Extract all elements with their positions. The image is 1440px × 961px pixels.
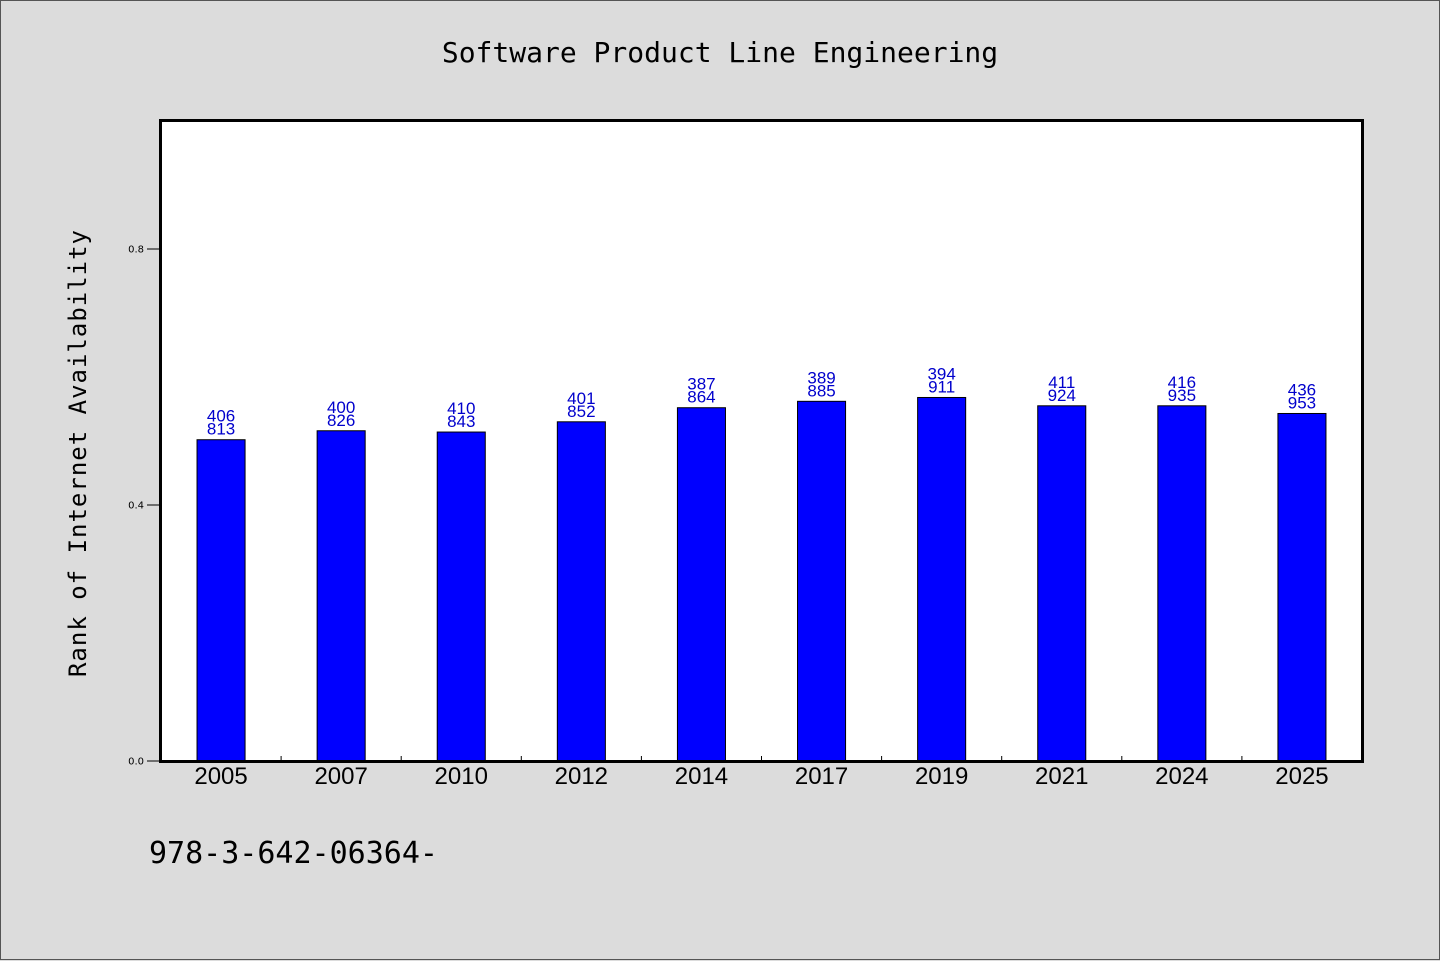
- bar-label-top: 411: [1048, 373, 1075, 392]
- chart-title: Software Product Line Engineering: [442, 36, 998, 69]
- bar-label-bottom: 935: [1168, 386, 1196, 405]
- x-tick-label: 2017: [795, 763, 848, 790]
- footnote-isbn: 978-3-642-06364-: [149, 836, 438, 871]
- x-axis-ticks: 2005 2007 2010 2012 2014 2017 2019 2021 2024 2025: [194, 756, 1329, 790]
- bar: [556, 421, 606, 762]
- y-tick-label: 0.4: [128, 501, 144, 512]
- x-tick-label: 2021: [1035, 763, 1088, 790]
- bar-label-top: 387: [687, 375, 715, 394]
- bar: [1037, 405, 1087, 762]
- plot-border: [159, 119, 1364, 763]
- x-tick-label: 2025: [1275, 763, 1328, 790]
- bar-label-bottom: 843: [447, 412, 475, 431]
- bar-label-bottom: 826: [327, 411, 355, 430]
- y-tick-label: 0.8: [128, 245, 144, 256]
- bar: [917, 396, 967, 762]
- bar-label-bottom: 953: [1288, 393, 1316, 412]
- bar: [1157, 405, 1207, 762]
- x-tick-label: 2005: [194, 763, 247, 790]
- bar-label-top: 401: [567, 389, 595, 408]
- bar-label-bottom: 852: [567, 402, 595, 421]
- bar: [316, 430, 366, 762]
- bars-group: [196, 396, 1327, 762]
- bar-label-bottom: 813: [207, 420, 235, 439]
- y-axis-label: Rank of Internet Availability: [64, 229, 92, 677]
- bar: [797, 400, 847, 762]
- bar-label-top: 389: [807, 368, 835, 387]
- y-tick-label: 0.0: [128, 757, 144, 768]
- x-tick-label: 2007: [314, 763, 367, 790]
- x-tick-label: 2024: [1155, 763, 1208, 790]
- bar-label-bottom: 864: [687, 388, 715, 407]
- bar-label-bottom: 924: [1048, 386, 1076, 405]
- bar-label-bottom: 911: [928, 377, 955, 396]
- x-tick-label: 2014: [675, 763, 728, 790]
- bar-label-top: 406: [207, 407, 235, 426]
- x-tick-label: 2010: [435, 763, 488, 790]
- bar-label-bottom: 885: [807, 381, 835, 400]
- bar-label-top: 436: [1288, 380, 1316, 399]
- x-tick-label: 2012: [555, 763, 608, 790]
- bar: [676, 407, 726, 762]
- bar-label-top: 400: [327, 398, 355, 417]
- bar: [196, 439, 246, 762]
- bar: [1277, 412, 1327, 762]
- bar-label-top: 416: [1168, 373, 1196, 392]
- bar: [436, 431, 486, 762]
- bar-label-top: 394: [927, 364, 955, 383]
- x-tick-label: 2019: [915, 763, 968, 790]
- bar-label-top: 410: [447, 399, 475, 418]
- data-labels-group: 4068134008264108434018523878643898853949…: [207, 364, 1316, 438]
- y-axis-ticks: 0.0 0.4 0.8: [128, 245, 161, 768]
